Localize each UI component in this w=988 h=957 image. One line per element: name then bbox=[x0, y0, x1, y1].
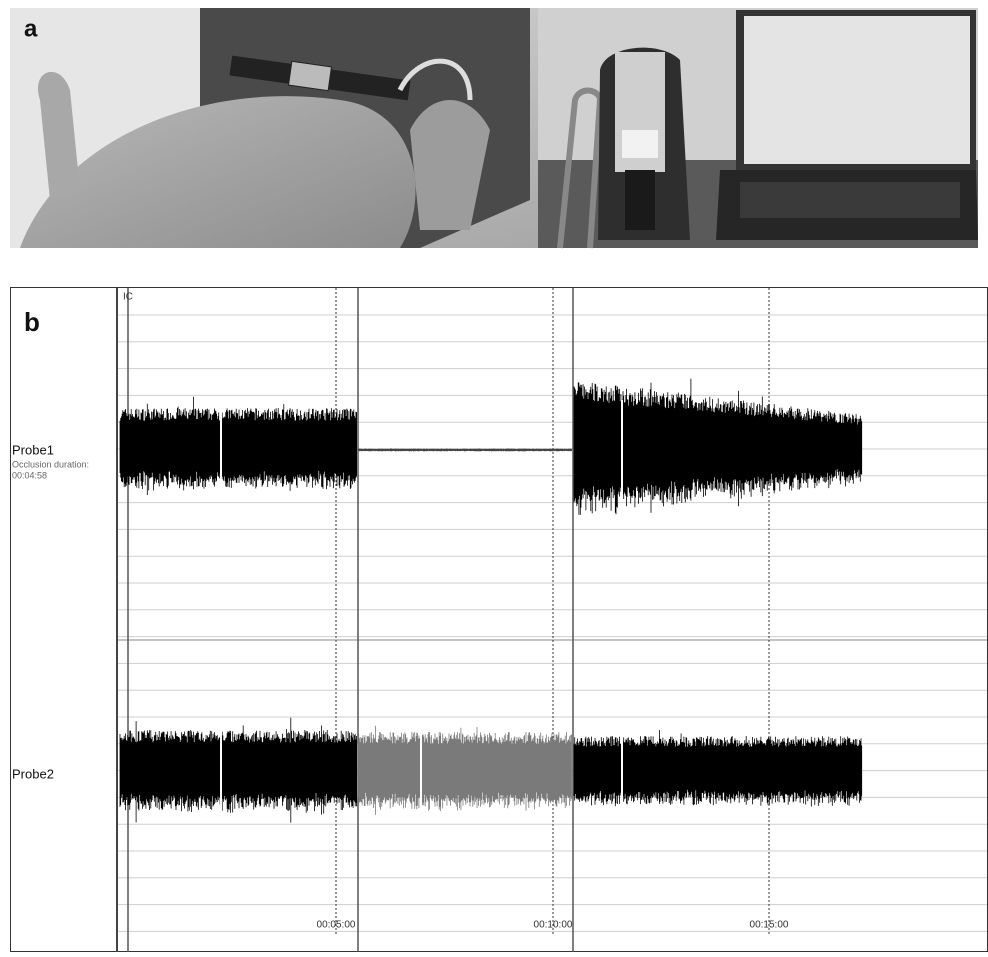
panel-frame bbox=[11, 288, 988, 952]
time-label: 00:05:00 bbox=[317, 920, 356, 931]
waveform bbox=[358, 448, 572, 451]
channel-note: Occlusion duration: bbox=[12, 459, 89, 469]
panel-label: b bbox=[24, 307, 40, 337]
page: a 00:05:00 00:10:00 00:15:00 b IC Probe1 O… bbox=[0, 0, 988, 957]
figure: a 00:05:00 00:10:00 00:15:00 b IC Probe1 O… bbox=[0, 0, 988, 952]
panel-label: a bbox=[24, 15, 38, 42]
photo bbox=[10, 8, 978, 248]
time-label: 00:10:00 bbox=[534, 920, 573, 931]
marker-label: IC bbox=[123, 292, 133, 303]
time-label: 00:15:00 bbox=[750, 920, 789, 931]
waveform bbox=[574, 730, 862, 807]
channel-name: Probe1 bbox=[12, 442, 54, 457]
channel-duration: 00:04:58 bbox=[12, 470, 47, 480]
channel-name: Probe2 bbox=[12, 766, 54, 781]
